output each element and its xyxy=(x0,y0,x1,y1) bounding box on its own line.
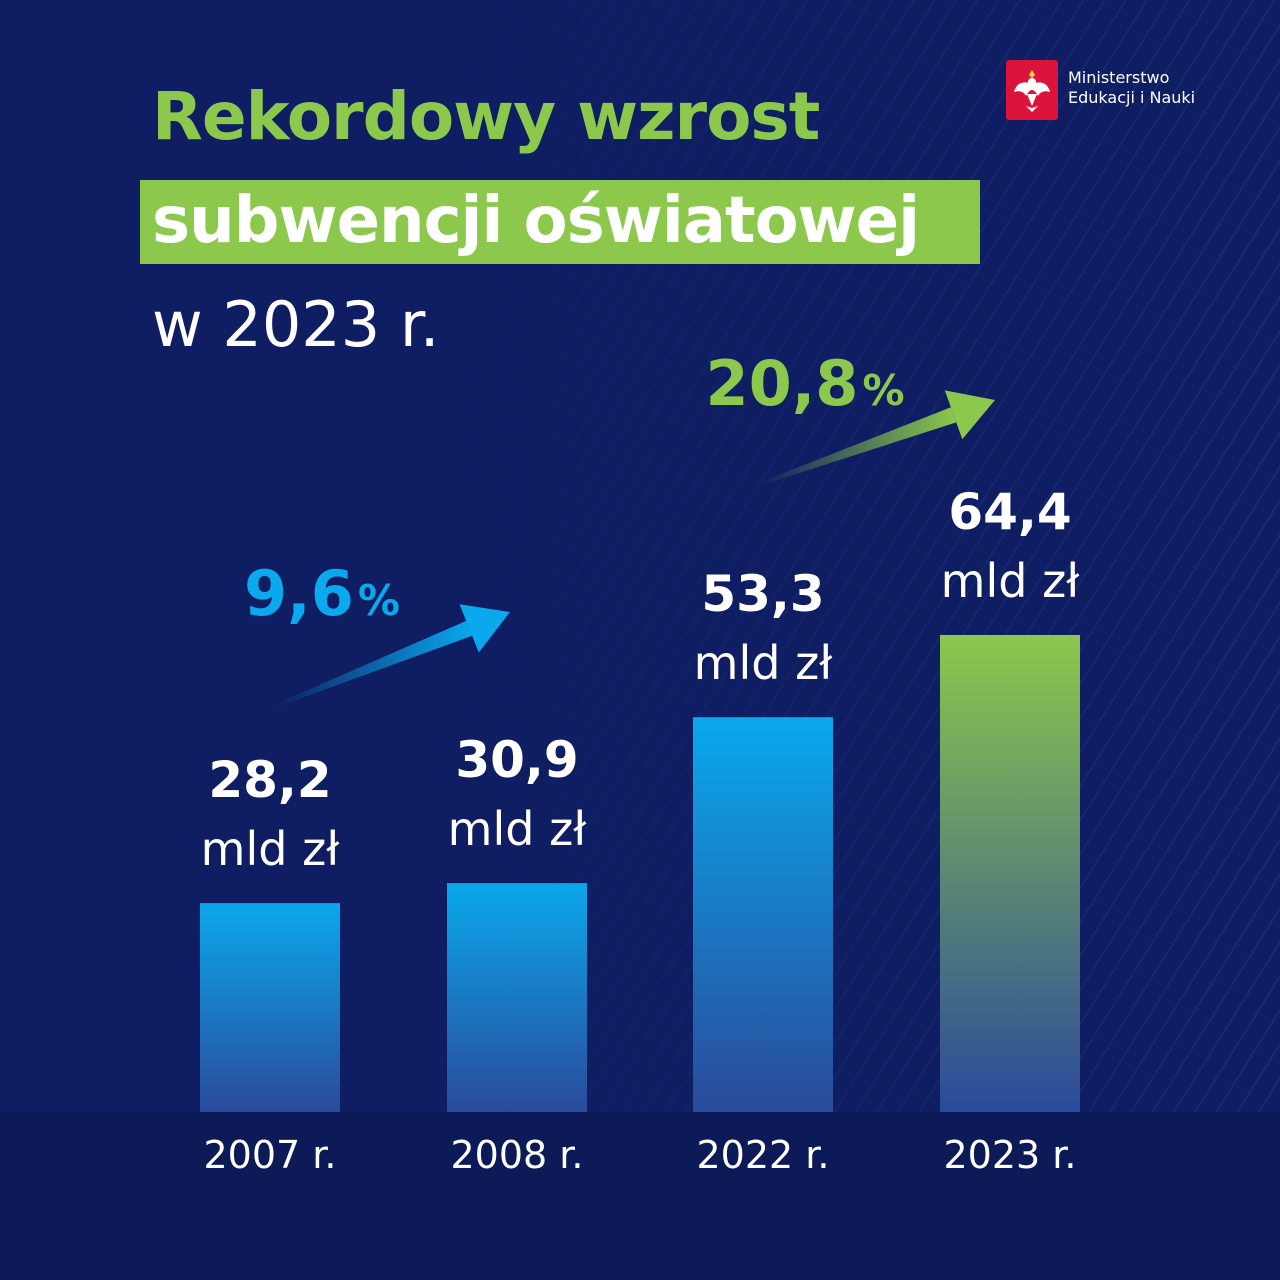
title-line-3: w 2023 r. xyxy=(152,288,440,361)
logo-text: Ministerstwo Edukacji i Nauki xyxy=(1068,68,1195,108)
category-label-3: 2022 r. xyxy=(697,1133,830,1177)
category-label-2: 2008 r. xyxy=(451,1133,584,1177)
growth-arrow-shaft-1 xyxy=(274,620,473,708)
growth-arrow-head-1 xyxy=(459,604,510,653)
unit-label-2: mld zł xyxy=(448,802,588,856)
value-label-2: 30,9 xyxy=(455,731,578,789)
bar-3 xyxy=(693,717,833,1112)
unit-label-1: mld zł xyxy=(201,822,341,876)
title-line-2: subwencji oświatowej xyxy=(152,184,920,258)
value-label-1: 28,2 xyxy=(208,751,331,809)
category-label-1: 2007 r. xyxy=(204,1133,337,1177)
logo-line-2: Edukacji i Nauki xyxy=(1068,88,1196,107)
unit-label-4: mld zł xyxy=(941,554,1081,608)
growth-label-1: 9,6% xyxy=(244,557,400,630)
growth-arrow-shaft-2 xyxy=(759,407,957,486)
unit-label-3: mld zł xyxy=(694,636,834,690)
growth-label-2: 20,8% xyxy=(705,347,904,420)
growth-arrow-head-2 xyxy=(944,390,995,440)
logo-line-1: Ministerstwo xyxy=(1068,68,1170,87)
title-highlight-box xyxy=(140,180,980,264)
axis-band xyxy=(0,1112,1280,1280)
value-label-4: 64,4 xyxy=(948,483,1071,541)
eagle-emblem-icon xyxy=(1006,60,1058,120)
category-label-4: 2023 r. xyxy=(944,1133,1077,1177)
value-label-3: 53,3 xyxy=(701,565,824,623)
bar-4 xyxy=(940,635,1080,1112)
bar-2 xyxy=(447,883,587,1112)
title-line-1: Rekordowy wzrost xyxy=(152,78,820,155)
bar-1 xyxy=(200,903,340,1112)
ministry-logo: Ministerstwo Edukacji i Nauki xyxy=(1006,60,1206,122)
